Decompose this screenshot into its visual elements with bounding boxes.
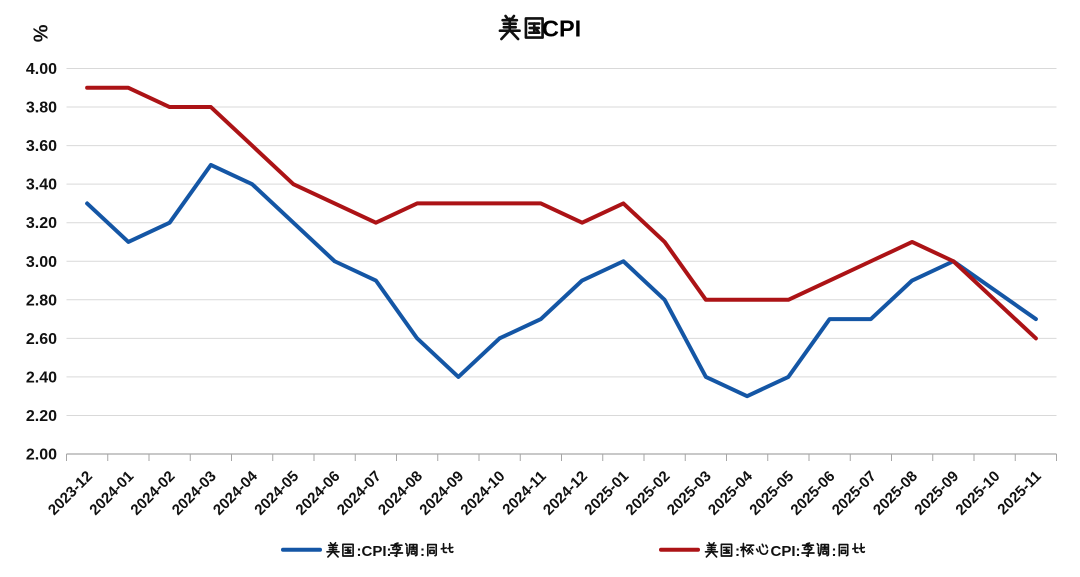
svg-text::: : xyxy=(832,543,837,560)
svg-text::: : xyxy=(735,543,740,560)
svg-text:2024-02: 2024-02 xyxy=(127,468,178,519)
svg-text:2025-08: 2025-08 xyxy=(870,468,921,519)
svg-text:3.00: 3.00 xyxy=(26,254,57,271)
svg-text:2.00: 2.00 xyxy=(26,447,57,464)
svg-text:2025-03: 2025-03 xyxy=(664,468,715,519)
svg-text:4.00: 4.00 xyxy=(26,61,57,78)
svg-text:2024-12: 2024-12 xyxy=(540,468,591,519)
svg-text:2025-06: 2025-06 xyxy=(787,468,838,519)
svg-text:2025-09: 2025-09 xyxy=(911,468,962,519)
svg-text:3.20: 3.20 xyxy=(26,215,57,232)
svg-text:CPI: CPI xyxy=(542,16,581,42)
svg-text:2024-10: 2024-10 xyxy=(457,468,508,519)
svg-text:2025-10: 2025-10 xyxy=(952,468,1003,519)
svg-text:2024-06: 2024-06 xyxy=(292,468,343,519)
svg-text:2.20: 2.20 xyxy=(26,408,57,425)
svg-text:2024-07: 2024-07 xyxy=(334,468,385,519)
svg-text:2025-05: 2025-05 xyxy=(746,468,797,519)
svg-text:2025-07: 2025-07 xyxy=(829,468,880,519)
svg-text:3.40: 3.40 xyxy=(26,177,57,194)
svg-text:2.40: 2.40 xyxy=(26,369,57,386)
svg-text:3.80: 3.80 xyxy=(26,100,57,117)
svg-text:2024-01: 2024-01 xyxy=(86,468,137,519)
svg-text:2025-04: 2025-04 xyxy=(705,467,756,518)
svg-text:2.80: 2.80 xyxy=(26,292,57,309)
svg-text:%: % xyxy=(29,25,51,43)
svg-text:2024-04: 2024-04 xyxy=(210,467,261,518)
svg-text:2024-05: 2024-05 xyxy=(251,468,302,519)
svg-text::: : xyxy=(420,543,425,560)
svg-text:CPI:: CPI: xyxy=(771,543,801,560)
svg-text:3.60: 3.60 xyxy=(26,138,57,155)
svg-text:2023-12: 2023-12 xyxy=(45,468,96,519)
svg-text:2024-09: 2024-09 xyxy=(416,468,467,519)
svg-text:2024-11: 2024-11 xyxy=(499,468,549,518)
svg-text::CPI:: :CPI: xyxy=(357,543,392,560)
svg-text:2025-01: 2025-01 xyxy=(581,468,632,519)
svg-text:2.60: 2.60 xyxy=(26,331,57,348)
svg-text:2024-03: 2024-03 xyxy=(169,468,220,519)
svg-text:2025-11: 2025-11 xyxy=(994,468,1044,518)
svg-text:2025-02: 2025-02 xyxy=(622,468,673,519)
svg-text:2024-08: 2024-08 xyxy=(375,468,426,519)
